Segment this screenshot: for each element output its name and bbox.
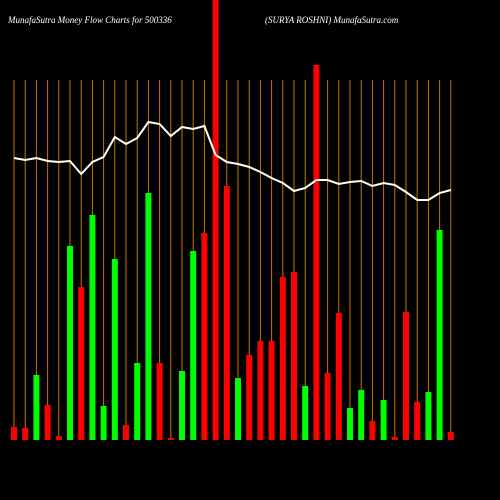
bar <box>78 287 85 440</box>
bar <box>179 371 185 440</box>
bar <box>268 341 275 440</box>
bar <box>313 65 320 440</box>
bar <box>89 215 96 440</box>
bar <box>190 251 197 440</box>
bar <box>279 277 286 440</box>
bar <box>235 378 241 440</box>
bar <box>33 375 40 440</box>
bar <box>55 436 62 440</box>
bar <box>212 0 219 440</box>
bar <box>436 230 443 440</box>
money-flow-line <box>13 120 452 201</box>
bar <box>369 421 376 440</box>
bar <box>22 428 29 440</box>
bar <box>156 363 163 440</box>
bar <box>347 408 353 440</box>
bar <box>223 186 230 440</box>
bar <box>145 193 152 440</box>
bar <box>11 427 17 440</box>
bar <box>134 363 141 440</box>
chart-title: MunafaSutra Money Flow Charts for 500336 <box>7 15 172 25</box>
bar <box>246 355 253 440</box>
bar <box>324 373 331 440</box>
bar <box>425 392 432 440</box>
bar <box>335 313 342 440</box>
bar <box>414 402 421 440</box>
bar <box>201 233 208 440</box>
bar <box>447 432 454 440</box>
bar <box>100 406 107 440</box>
bar <box>111 259 118 440</box>
bar <box>291 272 297 440</box>
bar <box>380 400 387 440</box>
bar <box>167 438 174 440</box>
chart-subtitle: (SURYA ROSHNI) MunafaSutra.com <box>265 15 399 25</box>
bar <box>257 341 264 440</box>
bar <box>67 246 73 440</box>
bar <box>358 390 365 440</box>
bar <box>403 312 409 440</box>
bar <box>302 386 309 440</box>
bar <box>391 437 398 440</box>
bar <box>44 405 51 440</box>
bar <box>123 425 129 440</box>
